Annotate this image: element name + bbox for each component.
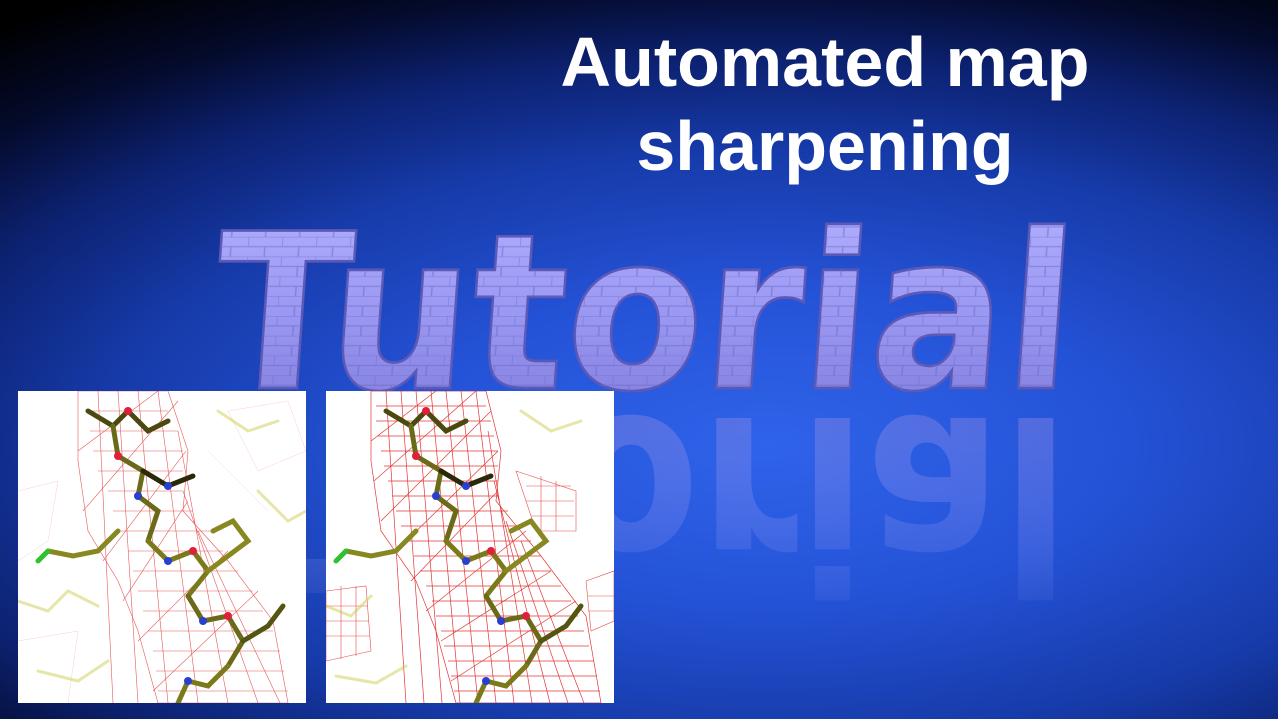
- before-sharpening-panel: [18, 391, 306, 703]
- title-line-2: sharpening: [636, 107, 1014, 185]
- density-mesh: [370, 391, 602, 703]
- after-sharpening-map: [326, 391, 614, 703]
- atoms: [114, 407, 232, 685]
- density-mesh-faint: [18, 400, 306, 703]
- slide-title: Automated map sharpening: [460, 20, 1190, 188]
- after-sharpening-panel: [326, 391, 614, 703]
- atoms: [412, 407, 530, 685]
- before-sharpening-map: [18, 391, 306, 703]
- atom-bonds: [333, 407, 584, 703]
- atom-bonds-faint: [326, 409, 583, 685]
- logo-letters: Tutorial Tutorial: [205, 186, 1085, 440]
- density-mesh-side: [326, 470, 614, 662]
- title-line-1: Automated map: [560, 23, 1090, 101]
- atom-bonds: [35, 407, 286, 703]
- atom-bonds-faint: [18, 409, 306, 683]
- density-mesh: [77, 391, 289, 703]
